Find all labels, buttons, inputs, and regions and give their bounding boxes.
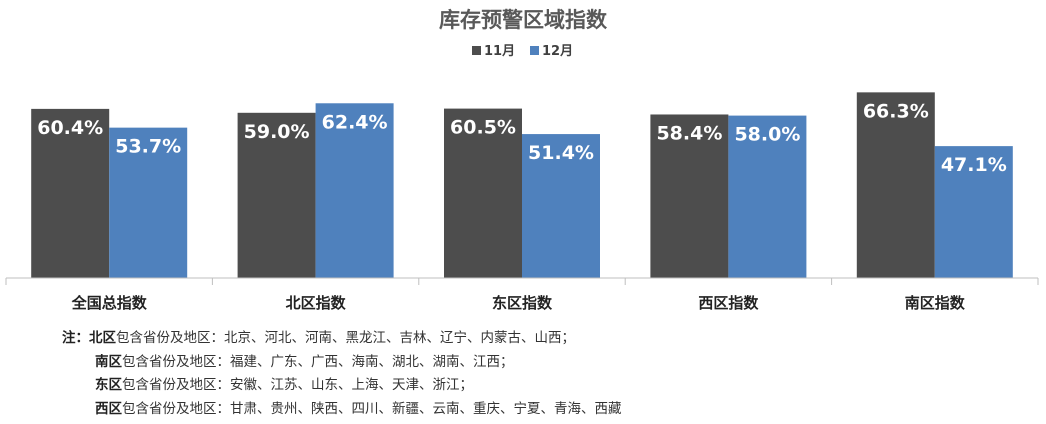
bar-11-1: [31, 108, 110, 278]
bar-11-3: [444, 108, 522, 278]
bar-value-label: 58.0%: [734, 124, 800, 146]
note-line-south: 南区包含省份及地区：福建、广东、广西、海南、湖北、湖南、江西；: [62, 351, 622, 375]
bar-12-5: [934, 146, 1013, 278]
bar-11-2: [237, 112, 316, 278]
bar-12-4: [728, 115, 807, 278]
note-line-north: 注：北区包含省份及地区：北京、河北、河南、黑龙江、吉林、辽宁、内蒙古、山西；: [62, 327, 622, 351]
note-line-west: 西区包含省份及地区：甘肃、贵州、陕西、四川、新疆、云南、重庆、宁夏、青海、西藏: [62, 398, 622, 422]
note-text: 包含省份及地区：北京、河北、河南、黑龙江、吉林、辽宁、内蒙古、山西；: [116, 330, 575, 346]
note-region: 东区: [95, 377, 122, 393]
bar-labels: 60.4% 53.7% 59.0% 62.4% 60.5% 51.4% 58.4% 58.0%…: [37, 100, 1007, 176]
bar-12-2: [315, 103, 394, 278]
category-label: 南区指数: [905, 294, 966, 312]
legend-swatch-11: [472, 46, 481, 55]
note-region: 北区: [89, 330, 116, 346]
legend-swatch-12: [530, 46, 539, 55]
note-prefix: 注：: [62, 330, 89, 346]
note-text: 包含省份及地区：安徽、江苏、山东、上海、天津、浙江；: [122, 377, 473, 393]
bar-11-4: [650, 114, 729, 278]
bar-value-label: 53.7%: [115, 136, 181, 158]
bar-12-1: [109, 127, 188, 278]
note-text: 包含省份及地区：甘肃、贵州、陕西、四川、新疆、云南、重庆、宁夏、青海、西藏: [122, 400, 622, 417]
bar-value-label: 47.1%: [941, 154, 1007, 176]
note-line-east: 东区包含省份及地区：安徽、江苏、山东、上海、天津、浙江；: [62, 374, 622, 398]
note-text: 包含省份及地区：福建、广东、广西、海南、湖北、湖南、江西；: [122, 353, 514, 370]
category-labels: 全国总指数 北区指数 东区指数 西区指数 南区指数: [71, 294, 966, 312]
legend-label-11: 11月: [484, 44, 515, 59]
category-label: 全国总指数: [71, 294, 148, 312]
category-label: 西区指数: [698, 294, 759, 312]
note-region: 西区: [95, 400, 122, 417]
bar-12-3: [522, 134, 600, 278]
bars: [31, 92, 1013, 278]
bar-value-label: 62.4%: [322, 111, 388, 133]
bar-value-label: 60.5%: [450, 117, 516, 139]
note-region: 南区: [95, 353, 122, 370]
notes: 注：北区包含省份及地区：北京、河北、河南、黑龙江、吉林、辽宁、内蒙古、山西； 南…: [62, 327, 622, 421]
bar-11-5: [856, 92, 935, 278]
bar-value-label: 60.4%: [37, 117, 103, 139]
legend-label-12: 12月: [542, 44, 573, 59]
bar-chart: 库存预警区域指数 11月 12月 60.4%53.7%59.0% 62.4% 60.…: [5, 8, 1039, 312]
bar-value-label: 59.0%: [244, 121, 310, 143]
bar-value-label: 58.4%: [656, 122, 722, 144]
chart-title: 库存预警区域指数: [439, 8, 608, 32]
bar-value-label: 51.4%: [528, 142, 594, 164]
legend: 11月 12月: [472, 44, 573, 59]
category-label: 东区指数: [492, 294, 553, 312]
category-label: 北区指数: [286, 294, 347, 312]
bar-value-label: 66.3%: [863, 100, 929, 122]
x-axis-ticks: [5, 278, 1039, 285]
